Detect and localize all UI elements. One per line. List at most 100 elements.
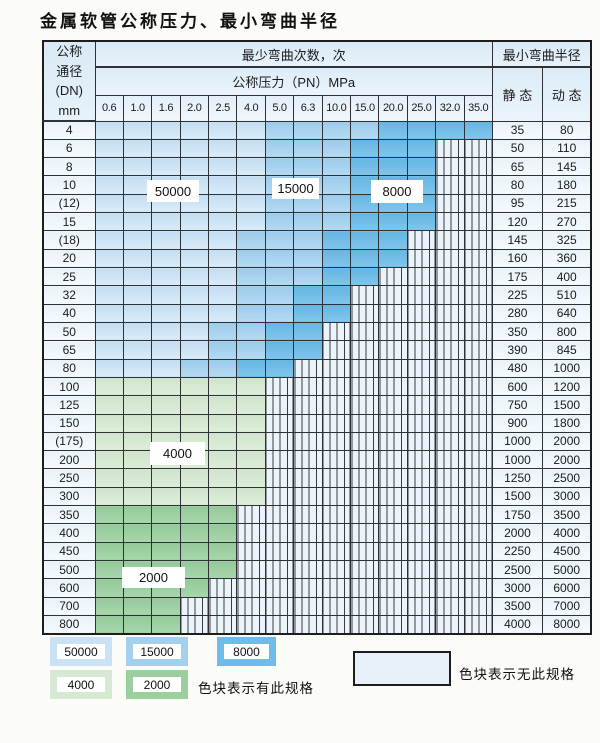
dynamic-radius-cell: 1200	[541, 376, 592, 397]
no-spec-cell	[350, 541, 380, 562]
static-radius-cell: 350	[491, 321, 543, 342]
spec-cell-50000	[179, 303, 210, 323]
no-spec-cell	[435, 468, 465, 488]
spec-cell-50000	[236, 175, 266, 195]
spec-cell-4000	[179, 376, 210, 397]
table-row: 15 120 270	[42, 212, 592, 232]
spec-cell-50000	[236, 157, 266, 177]
no-spec-cell	[378, 358, 408, 378]
page-title: 金属软管公称压力、最小弯曲半径	[40, 12, 340, 32]
no-spec-cell	[406, 413, 437, 433]
dynamic-radius-cell: 400	[541, 266, 592, 287]
cycle-count-label-15000: 15000	[272, 178, 319, 199]
table-row: 100 600 1200	[42, 376, 592, 397]
table-row: (18) 145 325	[42, 230, 592, 250]
no-spec-cell	[406, 468, 437, 488]
spec-cell-50000	[151, 266, 181, 287]
static-radius-cell: 2250	[491, 541, 543, 562]
static-radius-cell: 160	[491, 248, 543, 269]
spec-cell-50000	[179, 266, 210, 287]
spec-cell-8000	[321, 303, 352, 323]
spec-cell-2000	[122, 541, 153, 562]
static-radius-cell: 120	[491, 212, 543, 232]
spec-cell-4000	[179, 486, 210, 507]
spec-cell-8000	[378, 212, 408, 232]
spec-cell-8000	[350, 212, 380, 232]
spec-cell-50000	[179, 340, 210, 360]
spec-cell-15000	[236, 266, 266, 287]
spec-cell-50000	[236, 212, 266, 232]
spec-cell-50000	[94, 193, 124, 214]
dn-header-line4: mm	[58, 102, 81, 118]
dynamic-radius-cell: 1800	[541, 413, 592, 433]
no-spec-cell	[321, 413, 352, 433]
spec-cell-2000	[94, 505, 124, 525]
no-spec-cell	[350, 303, 380, 323]
static-radius-cell: 175	[491, 266, 543, 287]
pressure-tick: 20.0	[378, 94, 408, 122]
table-row: 600 3000 6000	[42, 578, 592, 598]
dn-cell: (18)	[42, 230, 96, 250]
spec-cell-4000	[236, 486, 266, 507]
spec-cell-8000	[350, 248, 380, 269]
no-spec-cell	[293, 505, 323, 525]
dn-cell: 350	[42, 505, 96, 525]
spec-cell-4000	[208, 468, 238, 488]
spec-cell-15000	[293, 212, 323, 232]
no-spec-cell	[236, 614, 266, 635]
dn-cell: 100	[42, 376, 96, 397]
table-row: 200 1000 2000	[42, 450, 592, 470]
spec-cell-15000	[236, 303, 266, 323]
spec-cell-8000	[378, 157, 408, 177]
spec-cell-50000	[208, 303, 238, 323]
no-spec-cell	[378, 614, 408, 635]
dn-cell: 40	[42, 303, 96, 323]
spec-cell-4000	[236, 468, 266, 488]
dn-cell: 65	[42, 340, 96, 360]
no-spec-cell	[179, 614, 210, 635]
spec-cell-50000	[94, 285, 124, 305]
spec-cell-4000	[179, 395, 210, 415]
dynamic-radius-cell: 180	[541, 175, 592, 195]
spec-cell-4000	[236, 376, 266, 397]
no-spec-cell	[435, 193, 465, 214]
no-spec-cell	[435, 376, 465, 397]
spec-cell-50000	[179, 212, 210, 232]
table-row: 300 1500 3000	[42, 486, 592, 507]
no-spec-cell	[435, 431, 465, 452]
dynamic-radius-cell: 270	[541, 212, 592, 232]
dn-cell: 300	[42, 486, 96, 507]
spec-cell-15000	[208, 358, 238, 378]
pressure-tick: 10.0	[321, 94, 352, 122]
spec-cell-50000	[122, 212, 153, 232]
no-spec-cell	[208, 596, 238, 616]
legend-no-spec-text: 色块表示无此规格	[459, 667, 575, 682]
spec-cell-50000	[122, 266, 153, 287]
legend-swatch-2000: 2000	[126, 670, 188, 699]
no-spec-cell	[435, 175, 465, 195]
no-spec-cell	[293, 450, 323, 470]
no-spec-cell	[264, 559, 295, 580]
spec-cell-8000	[350, 138, 380, 159]
static-radius-cell: 1000	[491, 431, 543, 452]
spec-cell-2000	[179, 541, 210, 562]
dynamic-radius-cell: 8000	[541, 614, 592, 635]
spec-cell-15000	[236, 248, 266, 269]
spec-cell-8000	[321, 230, 352, 250]
static-radius-cell: 1250	[491, 468, 543, 488]
spec-cell-2000	[151, 614, 181, 635]
no-spec-cell	[463, 230, 493, 250]
spec-cell-50000	[122, 230, 153, 250]
spec-cell-2000	[122, 505, 153, 525]
dynamic-radius-cell: 2000	[541, 431, 592, 452]
no-spec-cell	[208, 614, 238, 635]
bend-cycles-header: 最少弯曲次数，次	[94, 40, 493, 68]
spec-cell-8000	[406, 212, 437, 232]
no-spec-cell	[321, 376, 352, 397]
spec-cell-50000	[179, 120, 210, 140]
spec-cell-50000	[151, 230, 181, 250]
no-spec-cell	[350, 486, 380, 507]
no-spec-cell	[435, 450, 465, 470]
spec-cell-50000	[151, 340, 181, 360]
no-spec-cell	[350, 376, 380, 397]
